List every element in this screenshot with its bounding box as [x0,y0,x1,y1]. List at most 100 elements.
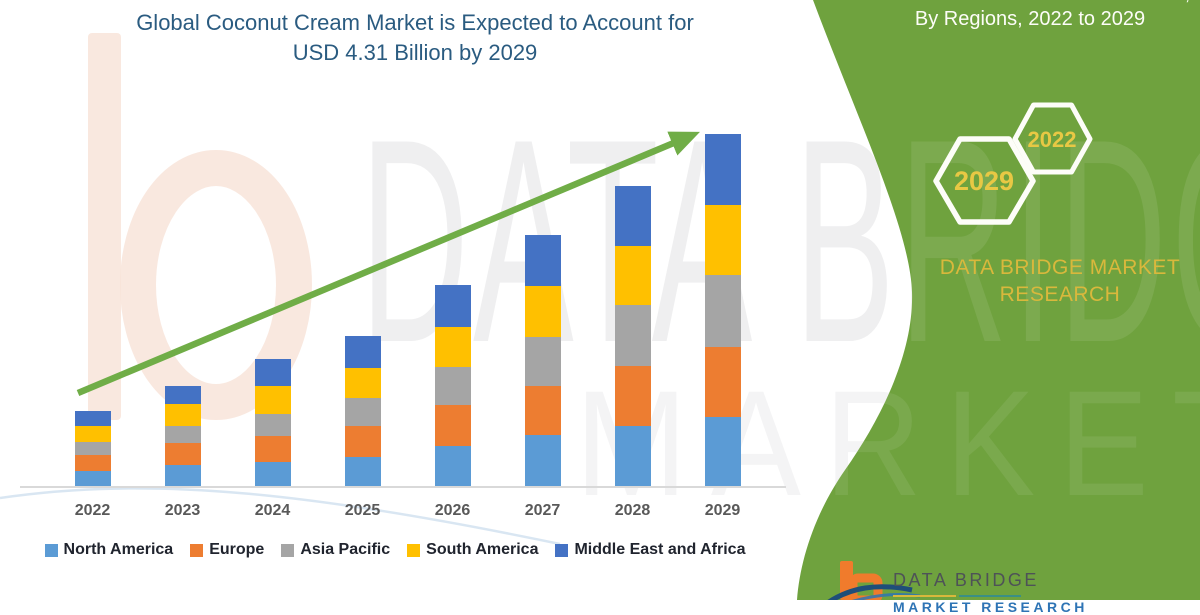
bar-segment-north-america-2025 [344,456,381,486]
x-axis-label-2026: 2026 [434,502,471,519]
bar-segment-south-america-2025 [344,368,381,398]
legend-item-middle-east-and-africa: Middle East and Africa [555,541,745,559]
bar-segment-south-america-2027 [524,285,561,338]
bar-segment-south-america-2022 [74,426,111,442]
legend-item-north-america: North America [44,541,174,559]
bar-segment-asia-pacific-2023 [164,425,201,443]
legend-item-asia-pacific: Asia Pacific [281,541,390,559]
legend-swatch-icon [44,543,58,557]
chart-legend: North America Europe Asia Pacific South Ame… [0,541,790,559]
databridge-logo-icon [827,561,921,600]
x-axis-label-2024: 2024 [254,502,291,519]
watermark-b-bowl [120,150,312,420]
logo-underline-gold [893,595,956,597]
legend-label: South America [426,541,539,558]
x-axis-label-2029: 2029 [704,502,741,519]
x-axis-label-2028: 2028 [614,502,651,519]
bar-2028 [614,186,651,486]
bar-segment-north-america-2023 [164,464,201,486]
bar-segment-south-america-2024 [254,385,291,415]
legend-item-europe: Europe [190,541,264,559]
bar-segment-north-america-2028 [614,425,651,486]
legend-label: North America [63,541,174,558]
legend-swatch-icon [190,543,204,557]
bar-segment-middle-east-and-africa-2023 [164,385,201,405]
chart-title: Global Coconut Cream Market is Expected … [25,8,805,68]
bar-segment-middle-east-and-africa-2026 [434,285,471,327]
hexagon-2022-label: 2022 [1028,127,1077,152]
legend-swatch-icon [281,543,295,557]
bar-segment-north-america-2027 [524,434,561,486]
bar-segment-europe-2022 [74,454,111,472]
brand-text-block: DATA BRIDGE MARKET RESEARCH [930,254,1190,308]
legend-swatch-icon [407,543,421,557]
legend-item-south-america: South America [407,541,538,559]
bar-segment-asia-pacific-2025 [344,397,381,427]
legend-swatch-icon [555,543,569,557]
brand-text-line1: DATA BRIDGE MARKET [939,256,1181,279]
bar-segment-europe-2026 [434,405,471,446]
logo-swoosh-icon [827,584,913,600]
bar-segment-north-america-2026 [434,445,471,486]
hexagon-2022 [1012,102,1093,175]
x-axis-label-2022: 2022 [74,502,111,519]
bar-2029 [704,134,741,486]
bar-segment-europe-2028 [614,365,651,426]
bar-segment-europe-2024 [254,436,291,463]
bar-2023 [164,385,201,486]
bar-segment-middle-east-and-africa-2024 [254,358,291,386]
trend-arrow-line [76,131,700,396]
green-panel-shape [797,0,1200,600]
hexagon-2029 [933,136,1036,225]
bar-segment-middle-east-and-africa-2027 [524,235,561,286]
panel-caption: By Regions, 2022 to 2029 [914,8,1146,30]
bar-segment-europe-2029 [704,347,741,418]
legend-label: Europe [209,541,265,558]
x-axis-label-2027: 2027 [524,502,561,519]
x-axis-line [20,486,786,488]
bar-segment-north-america-2024 [254,462,291,486]
bar-segment-south-america-2028 [614,245,651,306]
bar-segment-asia-pacific-2026 [434,366,471,406]
chart-title-line2: USD 4.31 Billion by 2029 [292,40,538,65]
bar-segment-south-america-2023 [164,404,201,426]
bar-segment-asia-pacific-2028 [614,305,651,366]
bar-segment-south-america-2029 [704,205,741,276]
bar-2027 [524,235,561,486]
bar-2024 [254,358,291,486]
hexagon-2029-label: 2029 [954,166,1014,196]
bar-segment-europe-2027 [524,385,561,435]
x-axis-label-2025: 2025 [344,502,381,519]
legend-label: Middle East and Africa [574,541,746,558]
watermark-wave [0,487,561,546]
chart-title-line1: Global Coconut Cream Market is Expected … [136,10,694,35]
bar-segment-middle-east-and-africa-2022 [74,410,111,427]
logo-name-text: DATA BRIDGE [893,570,1039,590]
bar-segment-asia-pacific-2027 [524,337,561,386]
x-axis-label-2023: 2023 [164,502,201,519]
legend-label: Asia Pacific [300,541,391,558]
bar-segment-north-america-2029 [704,417,741,486]
panel-caption-partial: Global Coconut Cream Market, [790,0,1190,4]
background-watermark-logo [0,33,561,546]
brand-text-line2: RESEARCH [999,283,1121,306]
trend-arrow [76,131,700,396]
bar-segment-asia-pacific-2022 [74,441,111,455]
bar-segment-europe-2023 [164,442,201,465]
bar-segment-south-america-2026 [434,326,471,367]
bar-2022 [74,410,111,486]
bar-2026 [434,285,471,486]
bar-2025 [344,335,381,486]
bar-segment-middle-east-and-africa-2025 [344,335,381,369]
hexagon-badges: 2022 2029 [933,102,1093,225]
bar-segment-middle-east-and-africa-2028 [614,186,651,246]
watermark-b-stem [88,33,121,420]
logo-underline-teal [959,595,1021,597]
bar-segment-north-america-2022 [74,471,111,486]
bar-segment-asia-pacific-2024 [254,414,291,437]
bar-segment-europe-2025 [344,426,381,457]
bar-segment-middle-east-and-africa-2029 [704,134,741,206]
logo-subtitle-text: MARKET RESEARCH [893,599,1088,615]
bar-segment-asia-pacific-2029 [704,275,741,348]
